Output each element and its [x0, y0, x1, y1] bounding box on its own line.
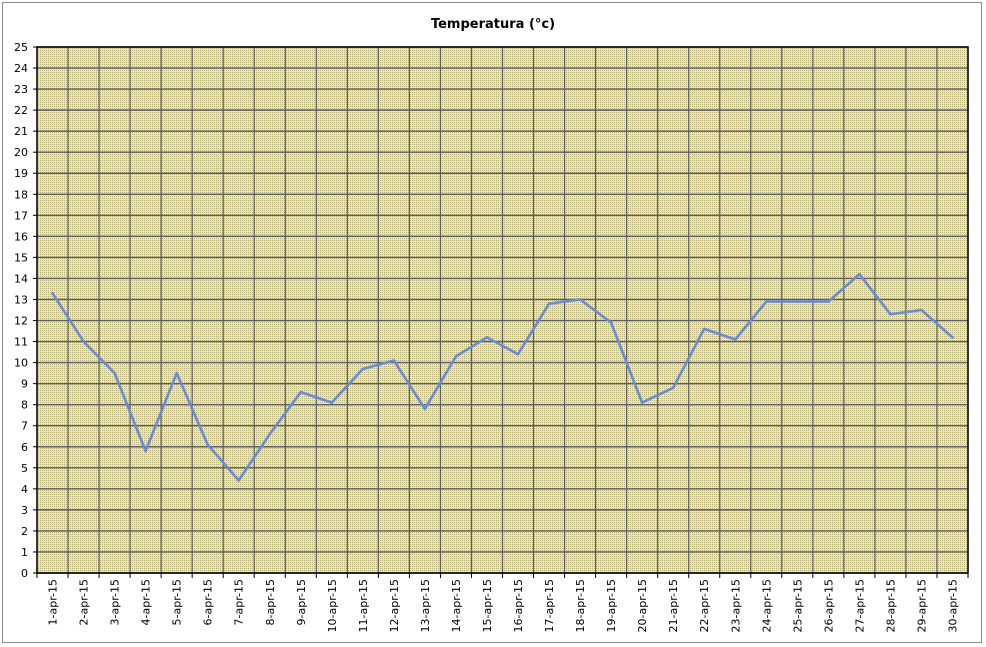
x-tick-label: 9-apr-15 — [295, 579, 308, 625]
y-tick-label: 15 — [14, 251, 28, 264]
x-tick-label: 3-apr-15 — [109, 579, 122, 625]
data-point — [330, 401, 334, 404]
x-tick-label: 14-apr-15 — [450, 579, 463, 632]
x-tick-label: 23-apr-15 — [729, 579, 742, 632]
x-tick-label: 6-apr-15 — [202, 579, 215, 625]
data-point — [827, 300, 830, 303]
x-axis-tick-labels: 1-apr-15 2-apr-15 3-apr-15 4-apr-15 5-apr-15… — [36, 573, 969, 632]
y-tick-label: 21 — [14, 125, 28, 138]
y-tick-label: 25 — [14, 41, 28, 54]
y-tick-label: 10 — [14, 357, 28, 370]
data-point — [516, 352, 520, 356]
y-tick-label: 0 — [21, 567, 28, 580]
data-point — [51, 291, 54, 295]
data-point — [423, 407, 427, 411]
data-point — [764, 300, 768, 303]
data-point — [113, 371, 116, 375]
x-tick-label: 1-apr-15 — [47, 579, 60, 625]
y-tick-label: 1 — [21, 546, 28, 559]
y-tick-label: 17 — [14, 209, 28, 222]
x-tick-label: 20-apr-15 — [636, 579, 649, 632]
data-point — [299, 390, 303, 394]
x-tick-label: 28-apr-15 — [884, 579, 897, 632]
data-point — [951, 336, 954, 339]
x-tick-label: 26-apr-15 — [822, 579, 835, 632]
data-point — [206, 443, 209, 446]
x-tick-label: 11-apr-15 — [357, 579, 370, 632]
chart-title: Temperatura (°c) — [431, 17, 555, 32]
x-tick-label: 8-apr-15 — [264, 579, 277, 625]
y-tick-label: 19 — [14, 167, 28, 180]
y-tick-label: 13 — [14, 293, 28, 306]
data-point — [671, 386, 675, 390]
data-point — [640, 401, 644, 404]
y-tick-label: 3 — [21, 504, 28, 517]
data-point — [733, 338, 737, 341]
series-layer — [51, 272, 954, 482]
x-tick-label: 15-apr-15 — [481, 579, 494, 632]
x-tick-label: 16-apr-15 — [512, 579, 525, 632]
x-tick-label: 4-apr-15 — [140, 579, 153, 625]
y-tick-label: 23 — [14, 83, 28, 96]
data-point — [144, 449, 147, 453]
plot-border — [36, 46, 969, 574]
x-tick-label: 10-apr-15 — [326, 579, 339, 632]
x-tick-label: 12-apr-15 — [388, 579, 401, 632]
y-tick-label: 22 — [14, 104, 28, 117]
x-tick-label: 24-apr-15 — [760, 579, 773, 632]
data-point — [858, 272, 861, 276]
data-point — [889, 312, 892, 316]
y-tick-label: 18 — [14, 188, 28, 201]
x-tick-label: 19-apr-15 — [605, 579, 618, 632]
y-tick-label: 14 — [14, 272, 28, 285]
y-tick-label: 12 — [14, 315, 28, 328]
data-point — [268, 432, 272, 436]
y-tick-label: 24 — [14, 62, 28, 75]
data-point — [485, 336, 489, 339]
data-point — [796, 300, 799, 303]
y-tick-label: 11 — [14, 336, 28, 349]
y-tick-label: 5 — [21, 462, 28, 475]
gridlines — [36, 46, 969, 574]
x-tick-label: 21-apr-15 — [667, 579, 680, 632]
y-tick-label: 2 — [21, 525, 28, 538]
data-point — [702, 327, 706, 331]
data-point — [237, 479, 241, 482]
x-tick-label: 25-apr-15 — [791, 579, 804, 632]
x-tick-label: 18-apr-15 — [574, 579, 587, 632]
x-tick-label: 29-apr-15 — [915, 579, 928, 632]
y-tick-label: 7 — [21, 420, 28, 433]
data-point — [175, 371, 178, 375]
data-point — [547, 302, 551, 305]
y-tick-label: 16 — [14, 230, 28, 243]
data-point — [361, 367, 365, 371]
x-tick-label: 27-apr-15 — [853, 579, 866, 632]
y-tick-label: 8 — [21, 399, 28, 412]
y-tick-label: 9 — [21, 378, 28, 391]
data-point — [454, 354, 458, 358]
y-tick-label: 20 — [14, 146, 28, 159]
y-axis-tick-labels: 0123456789101112131415161718192021222324… — [14, 41, 37, 580]
x-tick-label: 2-apr-15 — [78, 579, 91, 625]
data-point — [920, 308, 923, 312]
x-tick-label: 5-apr-15 — [171, 579, 184, 625]
x-tick-label: 30-apr-15 — [946, 579, 959, 632]
x-tick-label: 7-apr-15 — [233, 579, 246, 625]
data-point — [609, 321, 613, 324]
x-tick-label: 17-apr-15 — [543, 579, 556, 632]
data-point — [82, 340, 85, 343]
x-tick-label: 22-apr-15 — [698, 579, 711, 632]
y-tick-label: 6 — [21, 441, 28, 454]
data-point — [392, 359, 396, 362]
series-line — [51, 272, 954, 482]
y-tick-label: 4 — [21, 483, 28, 496]
x-tick-label: 13-apr-15 — [419, 579, 432, 632]
data-point — [578, 298, 582, 301]
